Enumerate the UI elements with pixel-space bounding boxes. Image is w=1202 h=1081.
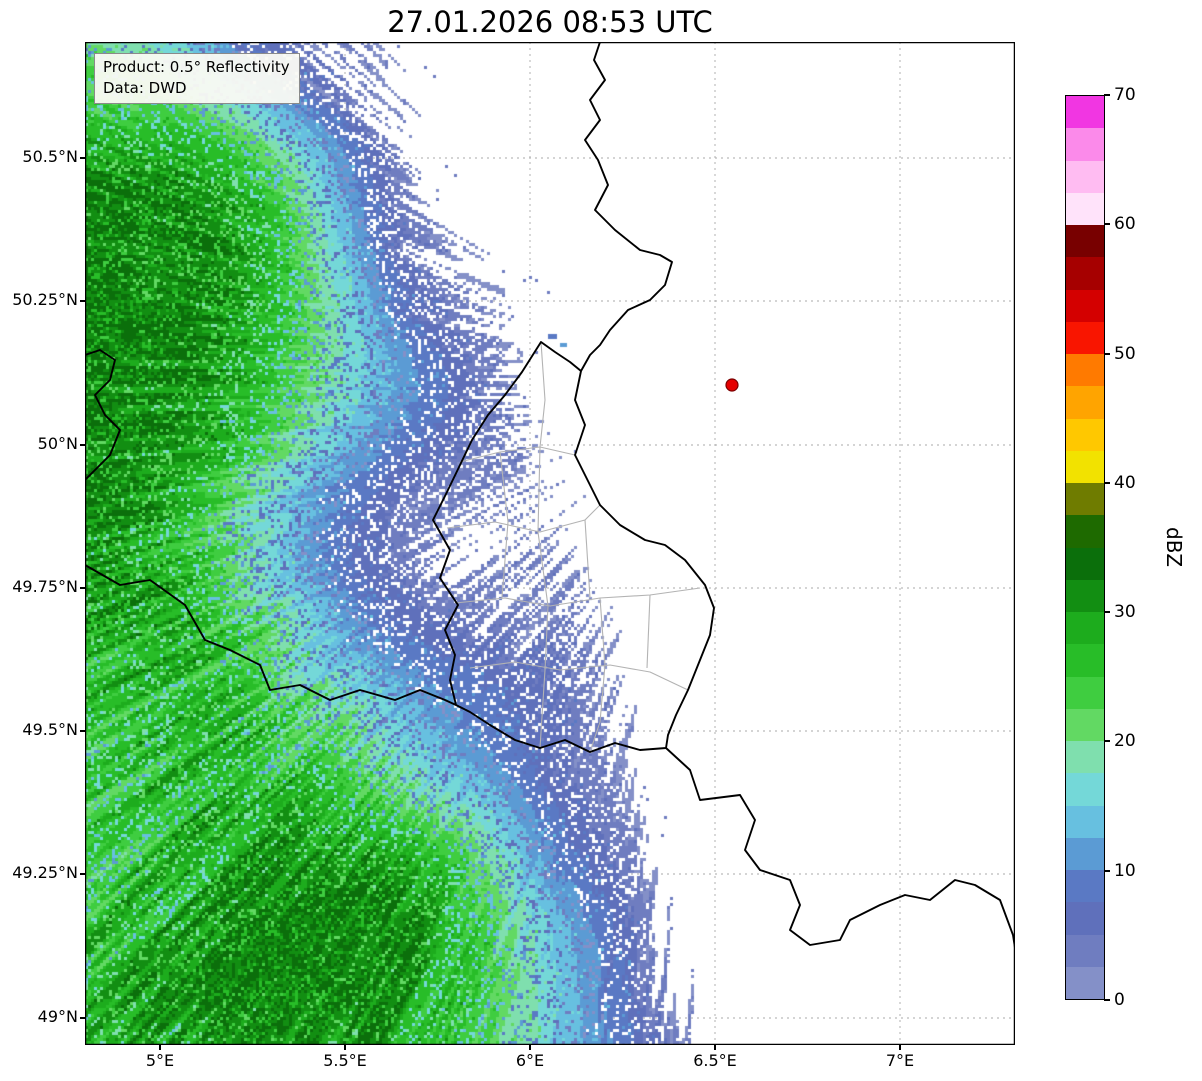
y-tick-label: 49.75°N <box>12 577 78 596</box>
colorbar-axis-label: dBZ <box>1162 527 1186 568</box>
colorbar-segment <box>1066 837 1104 870</box>
colorbar <box>1065 95 1105 1000</box>
x-tick-label: 5.5°E <box>323 1051 367 1070</box>
country-border <box>665 747 1015 949</box>
district-border <box>537 446 549 749</box>
colorbar-segment <box>1066 579 1104 612</box>
y-tick-mark <box>80 873 85 875</box>
y-tick-mark <box>80 730 85 732</box>
colorbar-tick-label: 60 <box>1114 214 1136 235</box>
colorbar-segment <box>1066 96 1104 129</box>
product-info-box: Product: 0.5° Reflectivity Data: DWD <box>94 53 300 104</box>
colorbar-tick-label: 10 <box>1114 860 1136 881</box>
colorbar-tick-mark <box>1104 352 1110 355</box>
colorbar-tick-label: 0 <box>1114 990 1125 1010</box>
district-border <box>499 451 509 599</box>
district-border <box>446 504 601 533</box>
colorbar-segment <box>1066 192 1104 225</box>
x-tick-mark <box>714 1045 716 1050</box>
colorbar-segment <box>1066 128 1104 161</box>
colorbar-segment <box>1066 547 1104 580</box>
colorbar-segment <box>1066 225 1104 258</box>
y-tick-mark <box>80 300 85 302</box>
colorbar-tick-mark <box>1104 223 1110 226</box>
colorbar-segment <box>1066 289 1104 322</box>
country-border <box>580 42 673 372</box>
colorbar-tick-label: 70 <box>1114 85 1136 105</box>
product-info-line1: Product: 0.5° Reflectivity <box>103 58 290 76</box>
colorbar-tick-mark <box>1104 740 1110 743</box>
x-tick-label: 7°E <box>885 1051 915 1070</box>
colorbar-segment <box>1066 450 1104 483</box>
district-border <box>454 587 701 607</box>
y-tick-label: 50.25°N <box>12 290 78 309</box>
x-tick-label: 5°E <box>145 1051 175 1070</box>
x-tick-mark <box>344 1045 346 1050</box>
y-tick-label: 49.5°N <box>22 720 78 739</box>
colorbar-tick-mark <box>1104 869 1110 872</box>
district-border <box>539 341 546 448</box>
colorbar-segment <box>1066 386 1104 419</box>
x-tick-mark <box>899 1045 901 1050</box>
district-border <box>646 594 651 669</box>
colorbar-segment <box>1066 483 1104 516</box>
colorbar-tick-label: 20 <box>1114 731 1136 752</box>
y-tick-label: 50°N <box>37 434 78 453</box>
product-info-line2: Data: DWD <box>103 79 187 97</box>
colorbar-segment <box>1066 515 1104 548</box>
colorbar-segment <box>1066 805 1104 838</box>
colorbar-segment <box>1066 966 1104 999</box>
colorbar-segment <box>1066 612 1104 645</box>
x-tick-label: 6°E <box>515 1051 545 1070</box>
colorbar-segment <box>1066 902 1104 935</box>
colorbar-segment <box>1066 321 1104 354</box>
colorbar-tick-label: 50 <box>1114 343 1136 364</box>
y-tick-label: 49°N <box>37 1007 78 1026</box>
district-border <box>469 661 689 691</box>
colorbar-tick-label: 40 <box>1114 472 1136 493</box>
colorbar-segment <box>1066 644 1104 677</box>
country-border <box>85 349 121 481</box>
colorbar-segment <box>1066 741 1104 774</box>
colorbar-segment <box>1066 934 1104 967</box>
y-tick-mark <box>80 157 85 159</box>
y-tick-label: 49.25°N <box>12 863 78 882</box>
colorbar-segment <box>1066 870 1104 903</box>
colorbar-tick-mark <box>1104 611 1110 614</box>
country-outline <box>432 341 715 753</box>
y-tick-mark <box>80 587 85 589</box>
figure-title: 27.01.2026 08:53 UTC <box>387 5 713 39</box>
district-border <box>584 519 591 599</box>
map-borders-layer <box>85 42 1015 1045</box>
colorbar-tick-mark <box>1104 481 1110 484</box>
district-border <box>459 446 576 463</box>
district-border <box>589 597 606 753</box>
x-tick-mark <box>159 1045 161 1050</box>
colorbar-segment <box>1066 354 1104 387</box>
colorbar-segment <box>1066 708 1104 741</box>
country-border <box>85 564 457 706</box>
x-tick-label: 6.5°E <box>693 1051 737 1070</box>
colorbar-segment <box>1066 418 1104 451</box>
colorbar-tick-mark <box>1104 999 1110 1001</box>
x-tick-mark <box>529 1045 531 1050</box>
y-tick-label: 50.5°N <box>22 147 78 166</box>
colorbar-segment <box>1066 773 1104 806</box>
y-tick-mark <box>80 444 85 446</box>
radar-site-marker <box>725 378 739 392</box>
colorbar-segment <box>1066 676 1104 709</box>
colorbar-tick-label: 30 <box>1114 602 1136 623</box>
radar-echo-layer <box>85 42 1015 1045</box>
plot-frame <box>85 42 1015 1045</box>
colorbar-segment <box>1066 257 1104 290</box>
map-plot-area: Product: 0.5° Reflectivity Data: DWD <box>85 42 1015 1045</box>
colorbar-tick-mark <box>1104 94 1110 96</box>
colorbar-segment <box>1066 160 1104 193</box>
y-tick-mark <box>80 1017 85 1019</box>
